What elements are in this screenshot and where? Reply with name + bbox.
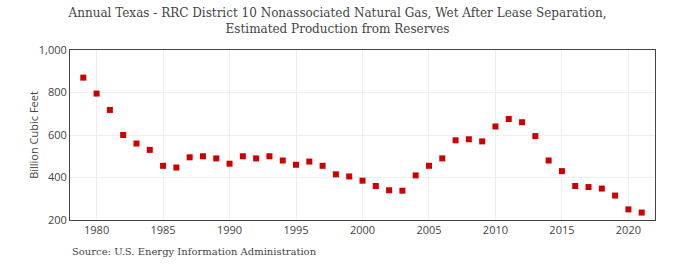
svg-text:2010: 2010 [483, 222, 508, 237]
svg-text:1985: 1985 [150, 222, 175, 237]
svg-text:600: 600 [48, 127, 67, 142]
svg-text:Source: U.S. Energy Informatio: Source: U.S. Energy Information Administ… [72, 246, 317, 257]
svg-text:2000: 2000 [350, 222, 375, 237]
svg-text:2005: 2005 [416, 222, 441, 237]
svg-text:2015: 2015 [549, 222, 574, 237]
svg-text:200: 200 [48, 212, 67, 227]
svg-text:1995: 1995 [283, 222, 308, 237]
svg-text:1980: 1980 [84, 222, 109, 237]
svg-text:800: 800 [48, 84, 67, 99]
svg-text:Billion Cubic Feet: Billion Cubic Feet [26, 91, 41, 179]
svg-text:1,000: 1,000 [39, 42, 67, 57]
svg-text:400: 400 [48, 169, 67, 184]
svg-text:Annual Texas - RRC District 10: Annual Texas - RRC District 10 Nonassoci… [68, 6, 607, 36]
svg-text:2020: 2020 [616, 222, 641, 237]
svg-text:1990: 1990 [217, 222, 242, 237]
